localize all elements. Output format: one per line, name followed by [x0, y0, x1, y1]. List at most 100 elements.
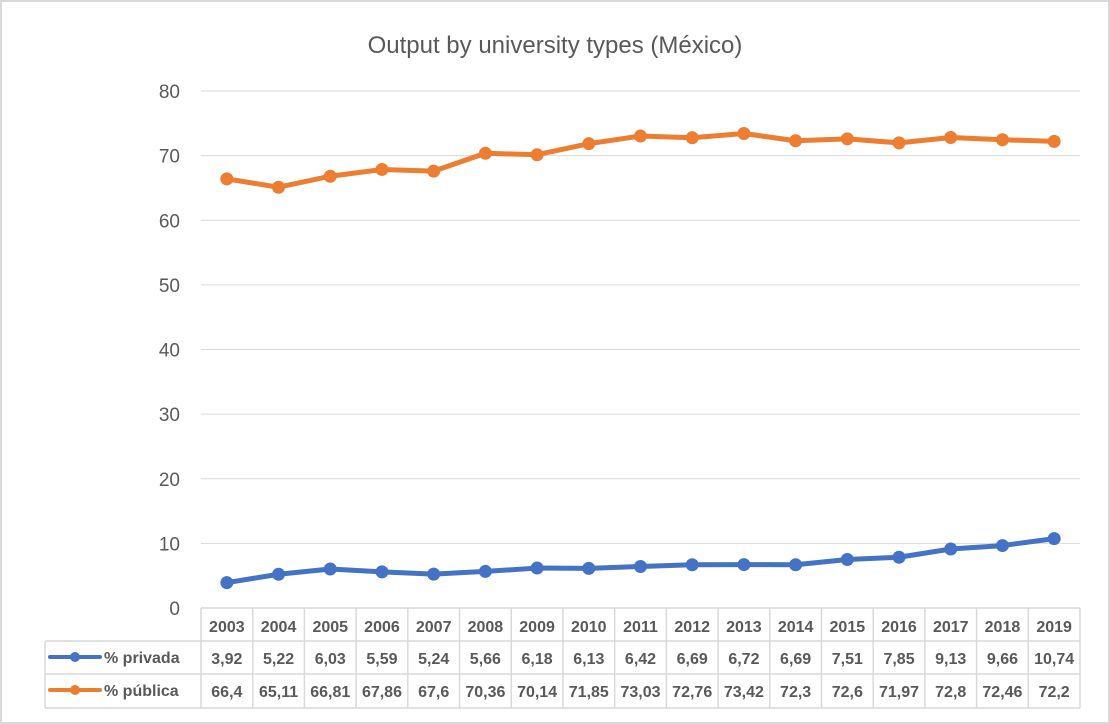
data-point — [582, 561, 596, 575]
legend-marker — [70, 685, 80, 695]
x-tick-label: 2014 — [778, 619, 814, 636]
data-point — [944, 542, 958, 556]
data-point — [530, 561, 544, 575]
y-tick-label: 50 — [159, 276, 180, 297]
data-point — [272, 567, 286, 581]
data-table-value: 66,81 — [310, 684, 350, 701]
data-point — [634, 560, 647, 574]
data-table-value: 72,6 — [832, 684, 863, 701]
chart-title: Output by university types (México) — [368, 32, 743, 59]
data-point — [375, 162, 389, 176]
data-point — [1047, 134, 1061, 148]
data-table-value: 72,2 — [1039, 684, 1070, 701]
legend-label: % privada — [104, 650, 180, 667]
data-point — [427, 567, 441, 581]
data-table-value: 72,46 — [982, 684, 1022, 701]
x-tick-label: 2005 — [312, 619, 348, 636]
data-point — [220, 172, 234, 186]
x-tick-label: 2006 — [364, 619, 400, 636]
data-table-value: 71,97 — [879, 684, 919, 701]
data-table-value: 5,24 — [418, 651, 449, 668]
data-point — [737, 127, 751, 141]
data-point — [685, 131, 699, 145]
data-table-value: 6,18 — [522, 651, 553, 668]
data-point — [995, 133, 1009, 147]
y-tick-label: 40 — [159, 341, 180, 362]
data-point — [478, 564, 492, 578]
data-table-value: 6,69 — [677, 651, 708, 668]
data-point — [840, 552, 854, 566]
data-table-value: 5,59 — [366, 651, 397, 668]
data-table-value: 72,8 — [935, 684, 966, 701]
data-point — [789, 134, 803, 148]
data-table-value: 6,72 — [728, 651, 759, 668]
data-point — [892, 136, 906, 150]
data-table-value: 6,03 — [315, 651, 346, 668]
data-point — [375, 565, 389, 579]
data-table-value: 73,42 — [724, 684, 764, 701]
data-table-value: 10,74 — [1034, 651, 1074, 668]
data-table-value: 7,51 — [832, 651, 863, 668]
x-tick-label: 2009 — [519, 619, 555, 636]
data-point — [737, 558, 751, 572]
data-table-value: 72,3 — [780, 684, 811, 701]
data-point — [582, 137, 596, 151]
x-tick-label: 2004 — [261, 619, 297, 636]
x-tick-label: 2010 — [571, 619, 607, 636]
data-point — [944, 131, 958, 145]
x-tick-label: 2019 — [1036, 619, 1072, 636]
data-point — [272, 180, 286, 194]
data-point — [995, 539, 1009, 553]
x-tick-label: 2013 — [726, 619, 762, 636]
data-point — [892, 550, 906, 564]
data-point — [323, 169, 337, 183]
data-point — [323, 562, 337, 576]
data-point — [1047, 532, 1061, 546]
data-table-value: 6,42 — [625, 651, 656, 668]
data-table-value: 9,13 — [935, 651, 966, 668]
x-tick-label: 2003 — [209, 619, 245, 636]
data-table-value: 7,85 — [883, 651, 914, 668]
y-tick-label: 20 — [159, 470, 180, 491]
y-tick-label: 10 — [159, 534, 180, 555]
data-point — [789, 558, 803, 572]
data-table-value: 73,03 — [620, 684, 660, 701]
data-point — [530, 148, 544, 162]
legend-marker — [70, 652, 80, 662]
data-table-value: 67,86 — [362, 684, 402, 701]
x-tick-label: 2008 — [468, 619, 504, 636]
data-point — [634, 129, 647, 143]
data-table-value: 67,6 — [418, 684, 449, 701]
data-table-value: 9,66 — [987, 651, 1018, 668]
data-table-value: 72,76 — [672, 684, 712, 701]
data-table-value: 3,92 — [211, 651, 242, 668]
x-tick-label: 2017 — [933, 619, 969, 636]
data-table-value: 5,66 — [470, 651, 501, 668]
x-tick-label: 2016 — [881, 619, 917, 636]
y-tick-label: 70 — [159, 147, 180, 168]
y-tick-label: 30 — [159, 405, 180, 426]
data-table-value: 6,69 — [780, 651, 811, 668]
y-tick-label: 60 — [159, 211, 180, 232]
data-table-value: 65,11 — [259, 684, 298, 701]
x-tick-label: 2007 — [416, 619, 452, 636]
x-tick-label: 2018 — [985, 619, 1021, 636]
x-tick-label: 2012 — [674, 619, 710, 636]
y-tick-label: 0 — [169, 599, 180, 620]
y-tick-label: 80 — [159, 82, 180, 103]
data-point — [220, 576, 234, 590]
data-point — [840, 132, 854, 146]
data-table-value: 66,4 — [211, 684, 242, 701]
data-point — [478, 146, 492, 160]
data-point — [685, 558, 699, 572]
data-table-value: 5,22 — [263, 651, 294, 668]
data-table-value: 70,36 — [465, 684, 505, 701]
data-point — [427, 164, 441, 178]
data-table-value: 70,14 — [517, 684, 557, 701]
legend-label: % pública — [104, 683, 179, 700]
data-table-value: 6,13 — [573, 651, 604, 668]
x-tick-label: 2015 — [830, 619, 866, 636]
x-tick-label: 2011 — [623, 619, 658, 636]
